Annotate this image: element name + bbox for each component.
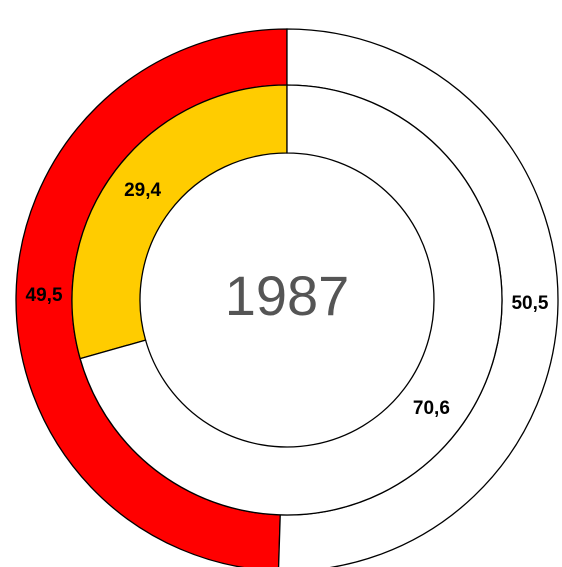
ring-segment (79, 84, 503, 516)
center-title: 1987 (225, 264, 350, 327)
data-label: 49,5 (26, 285, 63, 306)
ring-segment (71, 84, 288, 360)
data-label: 70,6 (413, 398, 450, 419)
data-label: 50,5 (511, 293, 548, 314)
data-label: 29,4 (124, 180, 161, 201)
